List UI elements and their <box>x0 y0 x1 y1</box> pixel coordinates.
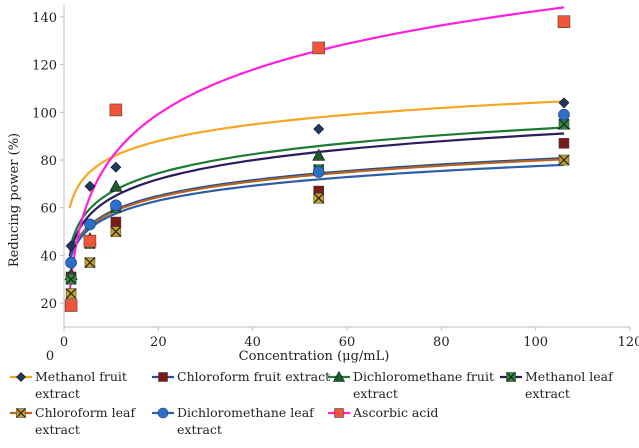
x-tick-label: 120 <box>618 335 639 350</box>
legend-label: extract <box>35 386 80 401</box>
trendline <box>68 132 565 257</box>
x-tick-label: 100 <box>523 335 548 350</box>
data-markers <box>64 15 571 312</box>
axes: 20 40 60 80 100 120 140 0 20 40 60 80 100 120 <box>32 5 639 350</box>
legend-label: extract <box>35 422 80 437</box>
data-point-cross <box>110 226 122 238</box>
y-tick-label: 40 <box>40 249 57 264</box>
data-point <box>83 234 97 248</box>
legend-marker <box>332 370 346 382</box>
legend-label: Methanol leaf <box>525 369 614 384</box>
legend-label: Methanol fruit <box>35 369 127 384</box>
legend-label: extract <box>353 386 398 401</box>
legend-item: Methanol leaf extract <box>500 369 614 401</box>
data-point-cross <box>65 273 77 285</box>
legend-label: Ascorbic acid <box>352 405 438 420</box>
data-point-cross <box>65 288 77 300</box>
y-tick-label: 100 <box>32 106 57 121</box>
data-point-cross <box>313 192 325 204</box>
legend-marker <box>16 372 26 382</box>
x-tick-label: 40 <box>244 335 261 350</box>
data-point <box>110 216 122 228</box>
legend-marker-cross <box>16 408 26 418</box>
data-point <box>110 161 122 173</box>
legend-label: Dichloromethane fruit <box>353 369 494 384</box>
legend-item: Dichloromethane fruit extract <box>328 369 494 401</box>
legend-item: Chloroform fruit extract <box>152 369 330 384</box>
data-point <box>64 299 78 312</box>
legend-item: Chloroform leaf extract <box>10 405 136 437</box>
data-point <box>312 166 325 178</box>
y-tick-label: 140 <box>32 11 57 26</box>
data-point <box>312 41 325 55</box>
data-point <box>312 148 326 161</box>
y-tick-label: 80 <box>40 154 57 169</box>
data-point <box>558 138 570 149</box>
data-point <box>110 199 122 212</box>
data-point <box>558 97 570 109</box>
legend-label: Chloroform leaf <box>35 405 136 420</box>
legend-item: Methanol fruit extract <box>10 369 127 401</box>
data-point-cross <box>558 154 570 166</box>
trendline <box>68 163 565 262</box>
legend-item: Dichloromethane leaf extract <box>152 405 315 437</box>
data-point <box>65 240 77 252</box>
legend-label: extract <box>177 422 222 437</box>
data-point <box>313 123 325 135</box>
y-tick-label: 20 <box>40 297 57 312</box>
legend-label: Dichloromethane leaf <box>177 405 315 420</box>
legend-marker <box>158 372 168 382</box>
x-tick-label: 60 <box>339 335 356 350</box>
corner-zero-label: 0 <box>46 349 54 364</box>
trendline <box>68 100 565 209</box>
data-point <box>557 15 571 28</box>
x-tick-label: 20 <box>150 335 167 350</box>
data-point <box>558 108 570 121</box>
data-point-cross <box>558 118 570 130</box>
x-axis-title: Concentration (μg/mL) <box>239 349 390 364</box>
legend-label: Chloroform fruit extract <box>177 369 330 384</box>
x-tick-label: 80 <box>433 335 450 350</box>
legend: Methanol fruit extract Chloroform fruit ex… <box>10 369 614 437</box>
legend-marker-cross <box>506 372 516 382</box>
data-point <box>109 179 123 192</box>
legend-marker <box>334 408 344 418</box>
legend-item: Ascorbic acid <box>328 405 438 420</box>
data-point <box>109 103 123 117</box>
legend-label: extract <box>525 386 570 401</box>
y-tick-label: 120 <box>32 59 57 74</box>
data-point-cross <box>84 257 96 269</box>
legend-marker <box>157 407 169 419</box>
y-tick-label: 60 <box>40 202 57 217</box>
y-axis-title: Reducing power (%) <box>7 133 22 267</box>
data-point <box>65 256 77 269</box>
x-tick-label: 0 <box>60 335 68 350</box>
data-point <box>84 180 96 192</box>
data-point <box>84 218 96 231</box>
